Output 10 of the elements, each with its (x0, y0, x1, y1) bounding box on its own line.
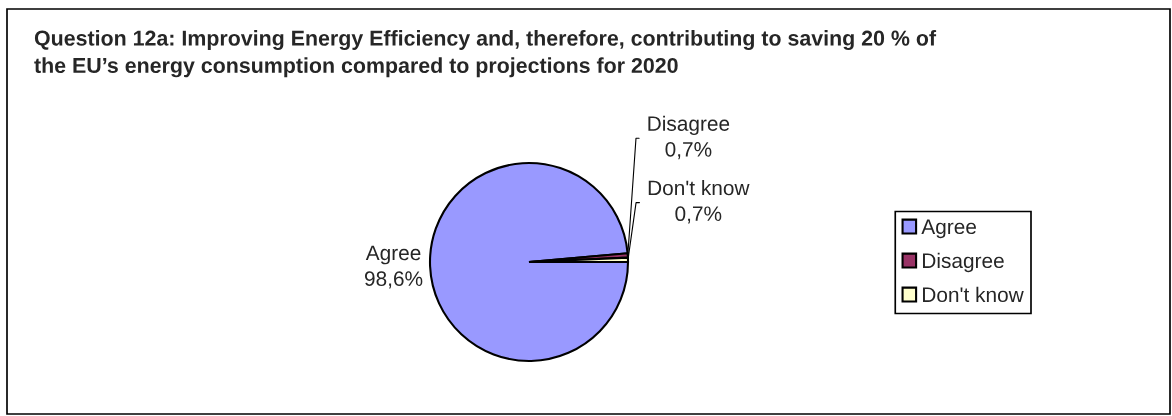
data-label: 0,7% (675, 206, 722, 224)
data-label: 98,6% (364, 271, 423, 289)
legend-label: Disagree (923, 252, 1004, 273)
legend-label: Agree (921, 219, 976, 239)
legend-label: Don't know (923, 286, 1024, 303)
chart-title: Question 12a: Improving Energy Efficiency and, therefore, contributing to saving 20 % of the EU’s energy consumption compared to projections for 2020 (34, 30, 937, 78)
data-label: 0,7% (665, 141, 712, 160)
slice-label: Agree (365, 245, 421, 265)
slice-label: Don't know (648, 180, 750, 196)
slice-label: Disagree (648, 115, 730, 136)
